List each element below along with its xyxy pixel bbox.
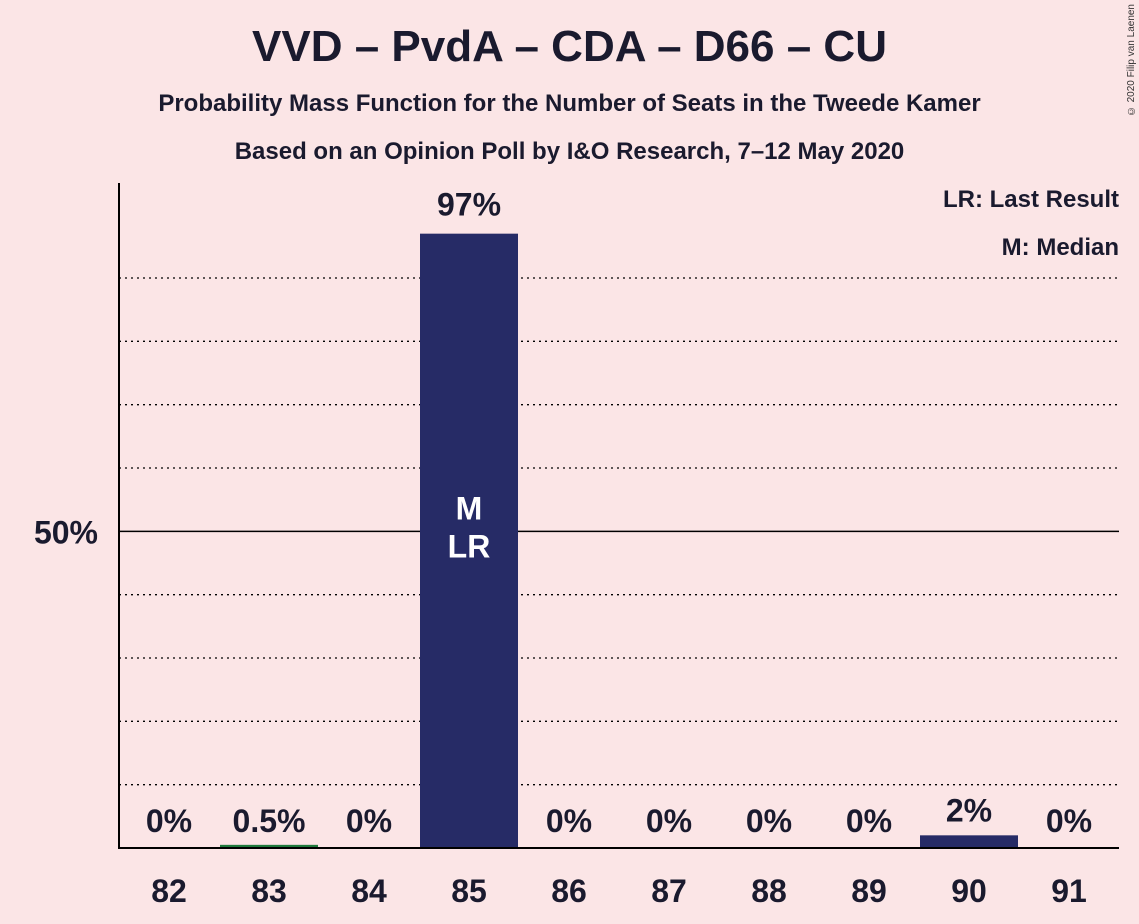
- value-label: 0%: [546, 803, 592, 839]
- value-label: 97%: [437, 187, 501, 223]
- value-label: 2%: [946, 792, 992, 828]
- x-tick-label: 89: [851, 873, 887, 909]
- value-label: 0%: [146, 803, 192, 839]
- bar: [420, 233, 518, 848]
- x-tick-label: 86: [551, 873, 587, 909]
- value-label: 0%: [846, 803, 892, 839]
- x-tick-label: 84: [351, 873, 387, 909]
- legend-last-result: LR: Last Result: [942, 186, 1119, 213]
- chart-title: VVD – PvdA – CDA – D66 – CU: [252, 22, 887, 71]
- chart-subtitle-poll: Based on an Opinion Poll by I&O Research…: [234, 138, 905, 165]
- x-tick-label: 91: [1051, 873, 1087, 909]
- axes: 50% 82 83 84 85 86 87 88 89 90 91: [34, 183, 1119, 909]
- value-label: 0.5%: [233, 803, 306, 839]
- value-labels: 0% 0.5% 0% 97% MLR 0% 0% 0% 0% 2% 0%: [146, 187, 1092, 839]
- bars: [220, 233, 1018, 848]
- x-tick-label: 83: [251, 873, 287, 909]
- value-label: 0%: [646, 803, 692, 839]
- legend-median: M: Median: [1001, 234, 1119, 261]
- bar: [220, 844, 318, 848]
- x-tick-label: 90: [951, 873, 987, 909]
- x-tick-label: 82: [151, 873, 187, 909]
- last-result-marker: LR: [448, 528, 491, 564]
- value-label: 0%: [346, 803, 392, 839]
- x-tick-label: 87: [651, 873, 687, 909]
- bar: [920, 835, 1018, 848]
- x-tick-label: 88: [751, 873, 787, 909]
- chart-subtitle: Probability Mass Function for the Number…: [158, 90, 981, 117]
- gridlines: [119, 277, 1119, 786]
- value-label: 0%: [1046, 803, 1092, 839]
- y-tick-label: 50%: [34, 514, 98, 550]
- median-marker: M: [456, 490, 483, 526]
- value-label: 0%: [746, 803, 792, 839]
- x-tick-label: 85: [451, 873, 487, 909]
